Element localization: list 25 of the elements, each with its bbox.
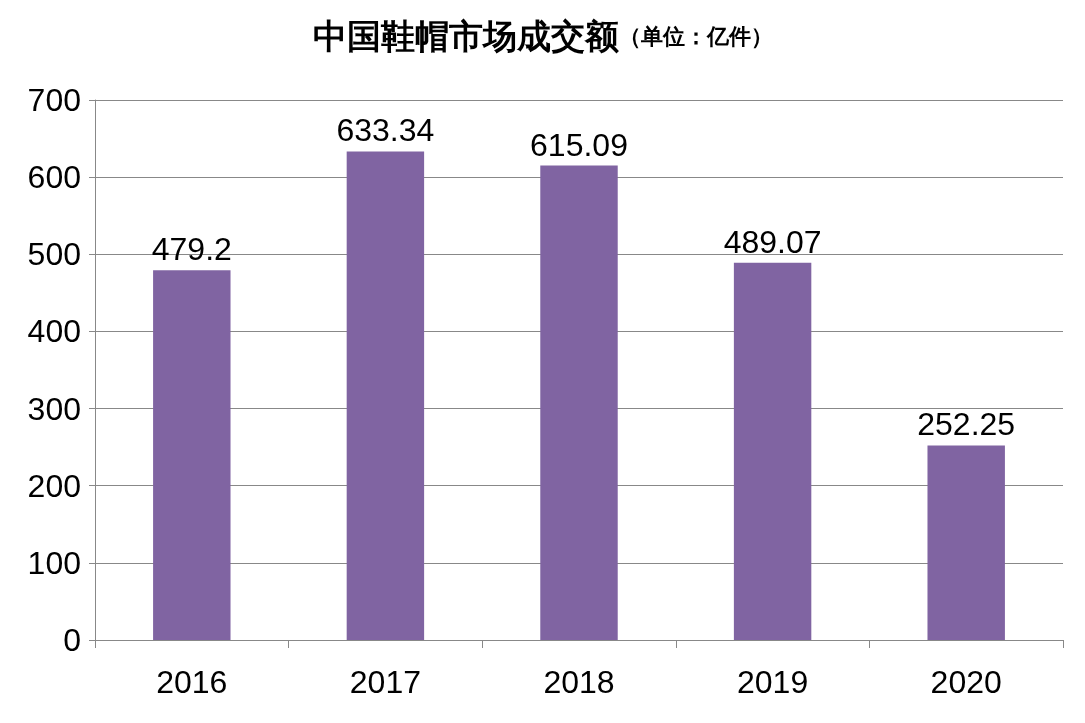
bar	[927, 445, 1005, 640]
x-tick-label: 2019	[737, 664, 809, 700]
x-tick-label: 2020	[930, 664, 1002, 700]
x-tick-label: 2017	[349, 664, 421, 700]
data-label: 479.2	[151, 231, 232, 268]
bar	[153, 270, 231, 640]
y-tick-label: 200	[27, 467, 81, 504]
y-tick-label: 400	[27, 313, 81, 350]
x-tick-label: 2018	[543, 664, 615, 700]
chart-subtitle: （单位：亿件）	[618, 23, 773, 49]
data-label: 633.34	[336, 112, 435, 149]
y-tick-label: 0	[63, 622, 81, 658]
y-tick-label: 700	[27, 82, 81, 118]
y-tick-label: 100	[27, 544, 81, 581]
x-tick-label: 2016	[156, 664, 228, 700]
y-tick-label: 300	[27, 390, 81, 427]
data-label: 489.07	[723, 223, 822, 260]
bar	[540, 165, 618, 640]
bar	[733, 262, 812, 640]
y-tick-label: 600	[27, 159, 81, 196]
y-tick-label: 500	[27, 236, 81, 273]
chart-title: 中国鞋帽市场成交额	[312, 17, 619, 55]
data-label: 252.25	[917, 406, 1016, 443]
bar	[346, 151, 425, 640]
data-label: 615.09	[530, 126, 628, 163]
